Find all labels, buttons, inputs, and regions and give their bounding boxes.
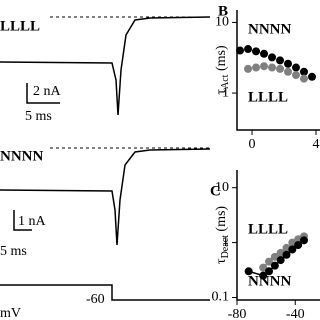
trace-label: NNNN [0, 148, 43, 164]
y-axis-label-sub: Deact [220, 235, 231, 259]
scale-label: 2 nA [33, 84, 62, 99]
series-label: NNNN [248, 21, 291, 37]
trace-label: LLLL [0, 18, 40, 34]
data-point [244, 45, 253, 54]
current-trace [0, 148, 211, 246]
data-point [236, 46, 245, 55]
series-label: LLLL [248, 89, 288, 105]
data-point [268, 53, 277, 62]
data-point [276, 256, 285, 265]
data-point [276, 56, 285, 65]
data-point [244, 267, 253, 276]
y-tick-label: 0.1 [212, 290, 230, 305]
data-point [260, 49, 269, 58]
data-point [244, 64, 253, 73]
data-point [268, 63, 277, 72]
data-point [252, 63, 261, 72]
y-axis-label-unit: (ms) [214, 45, 229, 75]
data-point [288, 245, 297, 254]
y-axis-label-symbol: τ [214, 89, 229, 95]
x-tick-label: -80 [228, 307, 247, 320]
data-point [299, 236, 308, 245]
data-point [292, 63, 301, 72]
scale-label: 1 nA [18, 214, 47, 229]
data-point [259, 271, 268, 280]
data-point [270, 252, 279, 261]
data-point [284, 59, 293, 68]
data-point [294, 241, 303, 250]
y-axis-label: τDeact (ms) [214, 206, 231, 264]
voltage-unit: mV [0, 306, 21, 320]
data-point [300, 74, 309, 83]
y-axis-label-unit: (ms) [214, 206, 229, 236]
current-trace [0, 16, 211, 116]
data-point [252, 47, 261, 56]
panel-label: B [218, 3, 228, 19]
y-axis-label-symbol: τ [214, 258, 229, 264]
scale-label: 5 ms [0, 244, 27, 259]
data-point [292, 71, 301, 80]
data-point [265, 267, 274, 276]
y-tick-label: 10 [215, 15, 229, 30]
y-tick-label: 1 [222, 85, 229, 100]
data-point [259, 263, 268, 272]
series-label: LLLL [248, 221, 288, 237]
panel-label: C [210, 183, 221, 199]
data-point [300, 67, 309, 76]
y-axis-label: τAct (ms) [214, 45, 231, 95]
x-tick-label: 0 [249, 137, 256, 152]
y-tick-label: 1 [222, 235, 229, 250]
scale-label: 5 ms [25, 109, 52, 124]
voltage-level: -60 [86, 292, 105, 307]
series-label: NNNN [248, 273, 291, 289]
data-point [265, 257, 274, 266]
data-point [260, 62, 269, 71]
x-tick-label: -40 [286, 307, 305, 320]
scale-bar [13, 210, 32, 231]
data-point [282, 250, 291, 259]
data-point [270, 261, 279, 270]
data-point [284, 67, 293, 76]
y-axis-label-sub: Act [220, 74, 231, 89]
scale-bar [26, 83, 60, 104]
data-point [308, 72, 317, 81]
y-tick-label: 10 [215, 180, 229, 195]
x-tick-label: 4 [313, 137, 320, 152]
data-point [276, 64, 285, 73]
voltage-trace [0, 284, 210, 301]
